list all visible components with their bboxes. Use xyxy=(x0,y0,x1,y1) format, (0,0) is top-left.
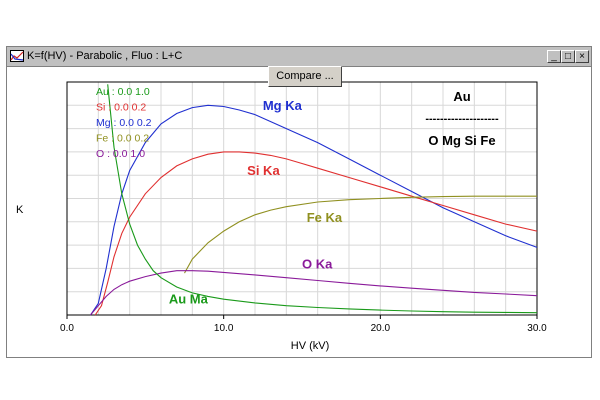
annotation-divider: -------------------- xyxy=(425,113,499,125)
annotation-bottom: O Mg Si Fe xyxy=(428,133,495,148)
x-axis-label: HV (kV) xyxy=(291,340,330,352)
maximize-button[interactable]: □ xyxy=(561,50,575,63)
app-chart-icon xyxy=(10,50,24,62)
compare-button[interactable]: Compare ... xyxy=(268,66,342,87)
legend-entry: O : 0.0 1.0 xyxy=(96,148,145,160)
annotation-top: Au xyxy=(453,89,470,104)
window-title: K=f(HV) - Parabolic , Fluo : L+C xyxy=(27,50,183,62)
legend-entry: Fe : 0.0 0.2 xyxy=(96,133,149,145)
series-label-si-ka: Si Ka xyxy=(247,163,280,178)
chart-grid xyxy=(67,82,537,315)
series-label-fe-ka: Fe Ka xyxy=(307,210,343,225)
series-line-o-ka xyxy=(90,270,538,316)
x-tick-label: 10.0 xyxy=(214,323,234,334)
y-axis-label: K xyxy=(16,204,24,216)
series-line-au-ma xyxy=(107,84,538,314)
x-tick-label: 20.0 xyxy=(371,323,391,334)
legend-entry: Au : 0.0 1.0 xyxy=(96,86,150,98)
x-tick-label: 30.0 xyxy=(527,323,547,334)
series-label-mg-ka: Mg Ka xyxy=(263,98,303,113)
legend-entry: Si : 0.0 0.2 xyxy=(96,102,146,114)
close-button[interactable]: × xyxy=(575,50,589,63)
series-label-o-ka: O Ka xyxy=(302,256,333,271)
minimize-button[interactable]: _ xyxy=(547,50,561,63)
series-label-au-ma: Au Ma xyxy=(169,291,209,306)
series-line-si-ka xyxy=(94,151,538,316)
x-tick-label: 0.0 xyxy=(60,323,74,334)
series-line-fe-ka xyxy=(184,195,537,274)
legend-entry: Mg : 0.0 0.2 xyxy=(96,117,152,129)
